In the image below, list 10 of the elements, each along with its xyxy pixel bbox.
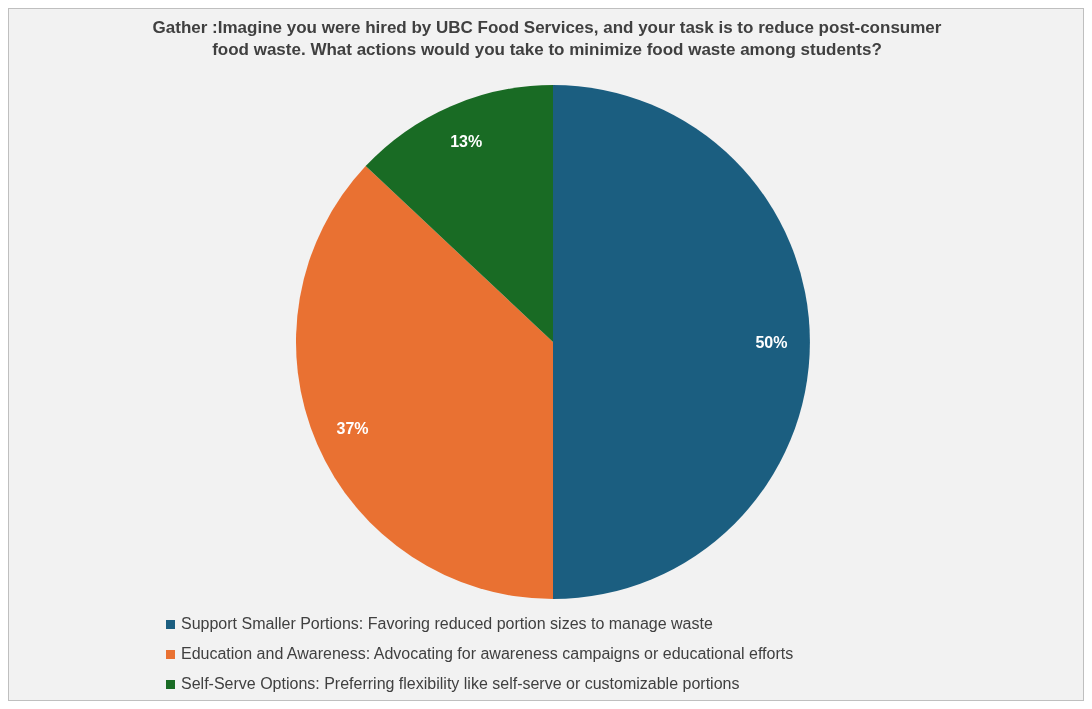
pie-slice — [296, 166, 553, 599]
legend-label: Education and Awareness: Advocating for awareness campaigns or educational efforts — [181, 644, 794, 664]
data-label: 50% — [755, 333, 788, 351]
pie-slice — [365, 85, 553, 342]
legend-label: Support Smaller Portions: Favoring reduced portion sizes to manage waste — [181, 614, 713, 634]
data-label: 13% — [450, 133, 483, 151]
chart-title: Gather :Imagine you were hired by UBC Food Services, and your task is to reduce post-consumer food waste. What actions would you take to minimize food waste among students? — [152, 17, 942, 61]
legend-label: Self-Serve Options: Preferring flexibility like self-serve or customizable portions — [181, 674, 740, 694]
pie-slice — [553, 85, 810, 599]
data-label: 37% — [336, 420, 369, 438]
